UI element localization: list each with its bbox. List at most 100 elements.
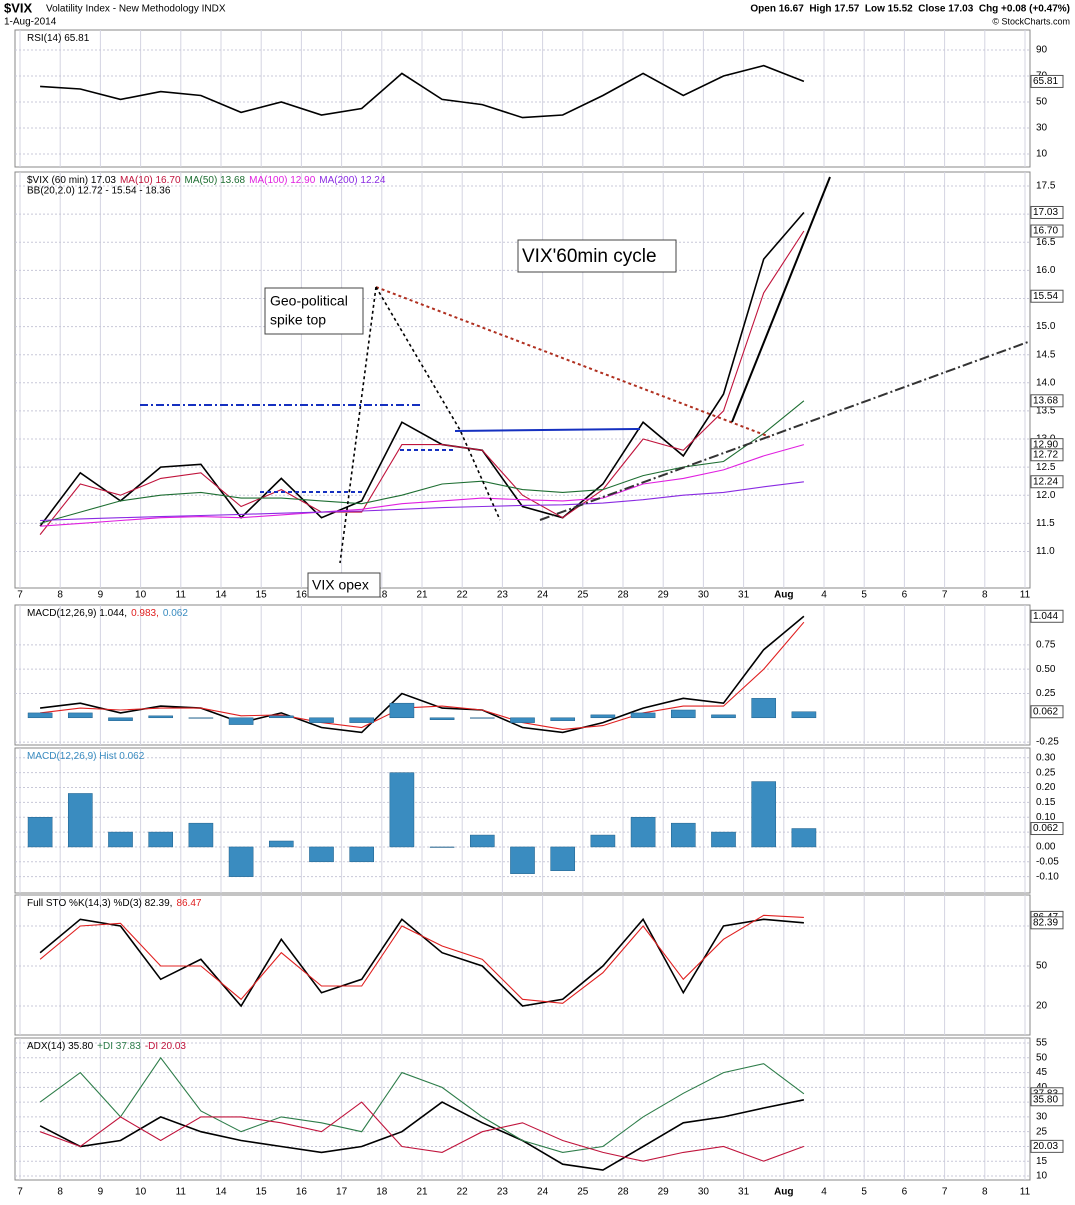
x-tick-label: 23 [497,1187,509,1198]
x-tick-label: 8 [57,1187,63,1198]
value-box [1030,916,1064,930]
y-tick-label: 0.75 [1036,640,1056,651]
x-tick-label: 31 [738,590,750,601]
series-line [39,1099,805,1171]
x-tick-label: 24 [537,590,549,601]
histogram-bar [148,715,174,719]
legend-entry: Full STO %K(14,3) %D(3) 82.39, [27,898,172,909]
x-tick-label: 22 [457,590,469,601]
x-tick-label: 25 [577,590,589,601]
series-line [39,230,805,535]
y-tick-label: 16.0 [1036,265,1056,276]
histogram-bar [268,840,294,848]
x-tick-label: 8 [57,590,63,601]
histogram-bar [27,816,53,848]
y-tick-label: -0.05 [1036,856,1059,867]
x-tick-label: 5 [861,590,867,601]
x-tick-label: 16 [296,1187,308,1198]
x-tick-label: 9 [98,590,104,601]
series-line [40,621,805,730]
y-tick-label: 25 [1036,1126,1048,1137]
x-tick-label: 10 [135,590,147,601]
y-tick-label: 15 [1036,1156,1048,1167]
legend-entry: +DI 37.83 [97,1041,141,1052]
y-tick-label: 50 [1036,1052,1048,1063]
x-tick-label: 30 [698,590,710,601]
histogram-bar [349,717,375,723]
x-tick-label: Aug [774,1187,793,1198]
histogram-bar [27,712,53,719]
y-tick-label: 12.0 [1036,490,1056,501]
panel-frame [14,894,1031,1036]
histogram-bar [389,772,415,848]
histogram-bar [751,698,777,719]
x-tick-label: 9 [98,1187,104,1198]
histogram-bar [429,717,455,720]
legend: RSI(14) 65.81 [27,33,90,44]
histogram-bar [670,709,696,719]
x-tick-label: 10 [135,1187,147,1198]
histogram-bar [188,822,214,848]
y-tick-label: 11.5 [1036,518,1055,529]
x-tick-label: 25 [577,1187,589,1198]
value-box [1030,1093,1064,1107]
value-box-label: 13.68 [1033,395,1058,406]
value-box-label: 12.24 [1033,476,1058,487]
x-tick-label: 18 [376,1187,388,1198]
value-box-label: 0.062 [1033,706,1058,717]
x-tick-label: 6 [902,590,908,601]
histogram-bar [550,717,576,721]
y-tick-label: 12.5 [1036,462,1056,473]
y-tick-label: 30 [1036,123,1048,134]
value-box-label: 12.90 [1033,439,1058,450]
value-box-label: 17.03 [1033,207,1058,218]
x-tick-label: 28 [617,1187,629,1198]
x-tick-label: 30 [698,1187,710,1198]
x-tick-label: 28 [617,590,629,601]
y-tick-label: 14.5 [1036,349,1056,360]
x-tick-label: 15 [256,1187,268,1198]
legend-entry: -DI 20.03 [145,1041,187,1052]
y-tick-label: 0.20 [1036,782,1056,793]
histogram-bar [67,712,93,719]
x-tick-label: 7 [17,590,23,601]
x-tick-label: 7 [942,1187,948,1198]
value-box [1030,289,1064,303]
value-box-label: 20.03 [1033,1141,1058,1152]
x-tick-label: 6 [902,1187,908,1198]
x-tick-label: 23 [497,590,509,601]
value-box-label: 16.70 [1033,226,1058,237]
x-tick-label: 15 [256,590,268,601]
y-tick-label: 30 [1036,1112,1048,1123]
y-tick-label: 16.5 [1036,237,1056,248]
trend-line [260,449,455,493]
y-tick-label: 14.0 [1036,377,1056,388]
histogram-bar [711,714,736,719]
y-tick-label: 45 [1036,1067,1048,1078]
x-tick-label: 5 [861,1187,867,1198]
x-tick-label: 16 [296,590,308,601]
histogram-bar [349,846,375,863]
histogram-bar [228,717,254,725]
x-tick-label: 7 [942,590,948,601]
panel-frame [14,604,1031,746]
x-tick-label: 22 [457,1187,469,1198]
y-tick-label: 0.15 [1036,797,1056,808]
bb-legend: BB(20,2.0) 12.72 - 15.54 - 18.36 [27,186,171,197]
symbol-name: Volatility Index - New Methodology INDX [46,4,226,15]
panel-frame [14,29,1031,168]
value-box [1030,205,1064,219]
legend-entry: MACD(12,26,9) Hist 0.062 [27,751,145,762]
value-box-label: 12.72 [1033,449,1058,460]
histogram-bar [670,822,696,848]
histogram-bar [309,717,334,723]
series-line [39,1056,805,1153]
y-tick-label: 0.30 [1036,752,1056,763]
y-tick-label: 13.5 [1036,406,1056,417]
x-tick-label: 11 [176,590,187,601]
annotation-box [307,572,381,598]
histogram-bar [268,715,294,719]
histogram-bar [550,846,576,871]
y-tick-label: 0.25 [1036,767,1056,778]
legend-entry: MACD(12,26,9) 1.044, [27,608,127,619]
